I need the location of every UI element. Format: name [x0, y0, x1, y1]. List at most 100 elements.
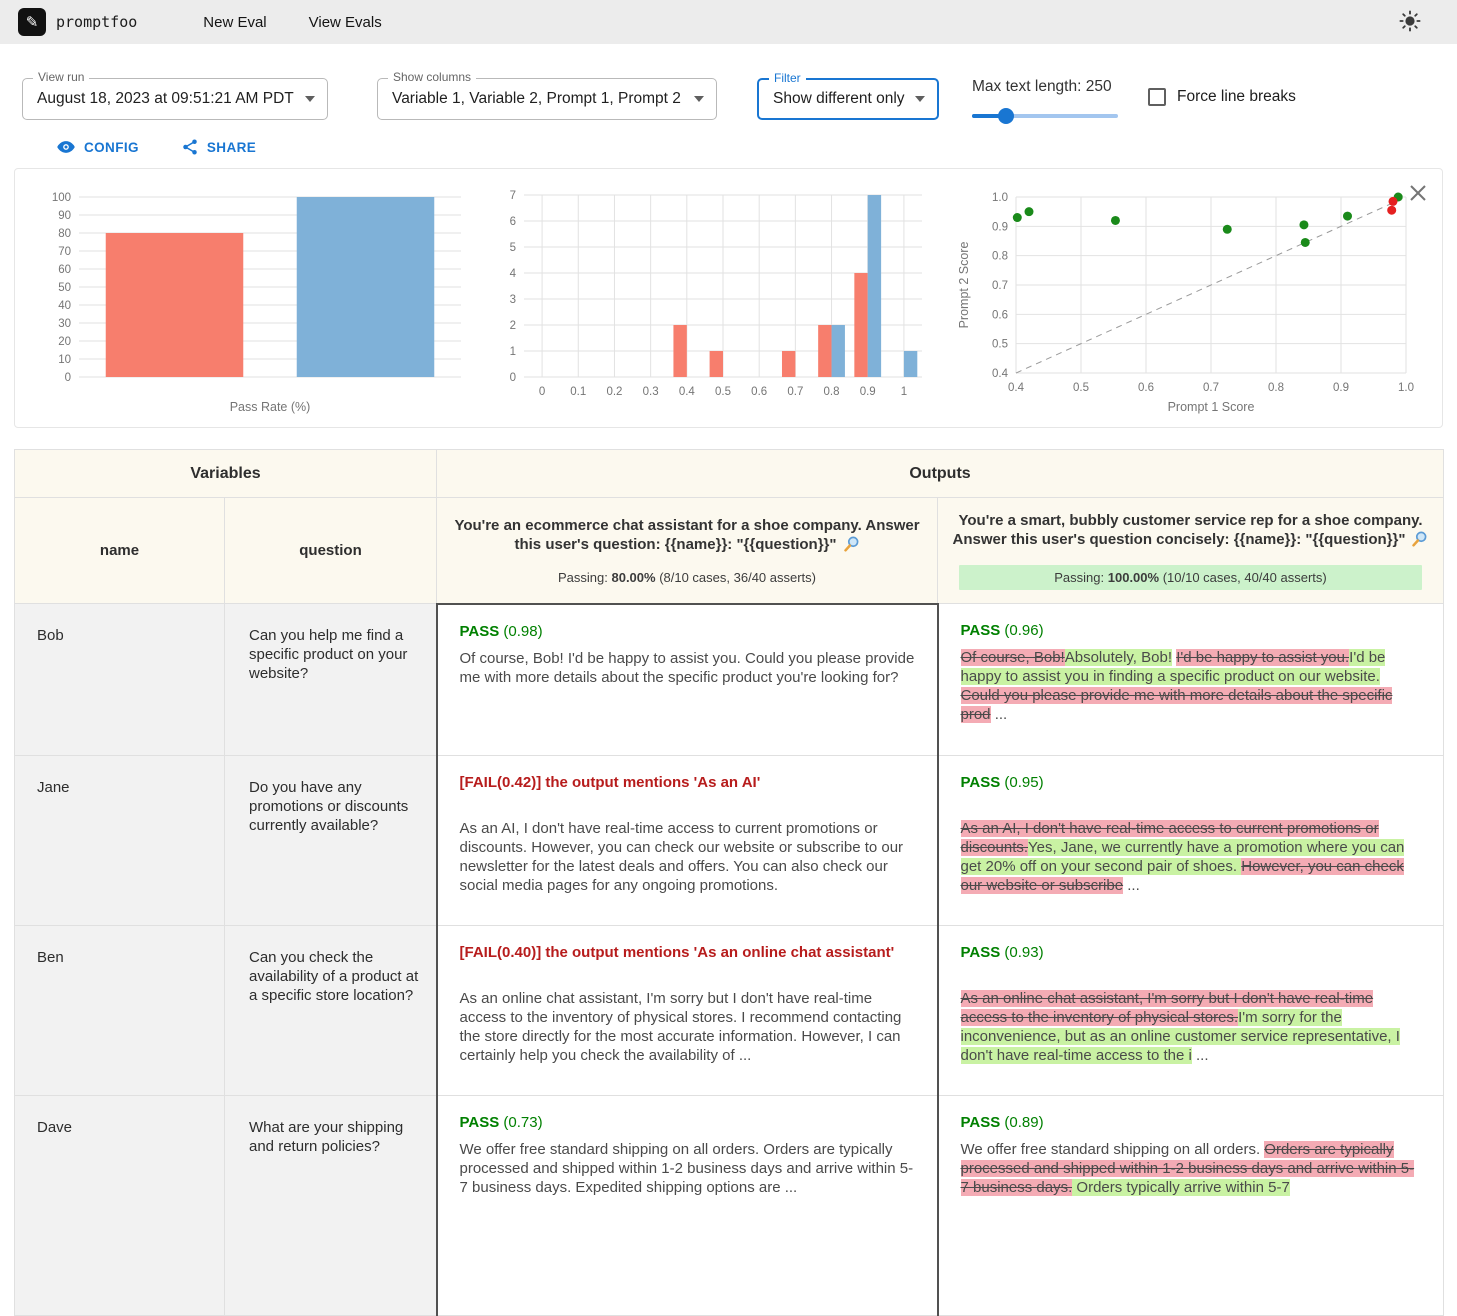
- plain-text: ...: [1123, 877, 1140, 894]
- prompt-2-text: You're a smart, bubbly customer service …: [952, 512, 1423, 548]
- chevron-down-icon: [694, 96, 704, 102]
- svg-text:80: 80: [58, 228, 71, 240]
- share-icon: [183, 139, 197, 155]
- fail-status: [FAIL(0.42)] the output mentions 'As an …: [459, 774, 761, 791]
- light-mode-toggle-button[interactable]: [1395, 6, 1425, 39]
- prompt-2-output-cell: PASS (0.95) As an AI, I don't have real-t…: [936, 755, 1445, 926]
- filter-select[interactable]: Filter Show different only: [757, 71, 939, 120]
- prompt-score-scatter-chart: 0.4 0.4 0.5 0.5 0.6 0.6 0.7 0.7 0.8 0.8 0.9 0.9 1.0 1…: [957, 192, 1414, 414]
- name-cell: Ben: [14, 925, 225, 1096]
- diff-removed-text: Of course, Bob!: [960, 649, 1065, 666]
- eye-icon: [57, 141, 75, 153]
- filter-value: Show different only: [773, 90, 905, 107]
- magnifier-icon[interactable]: [1411, 530, 1428, 552]
- controls-bar: View run August 18, 2023 at 09:51:21 AM …: [0, 44, 1457, 124]
- prompt-1-output-cell: PASS (0.73) We offer free standard shippi…: [435, 1095, 939, 1316]
- output-text: We offer free standard shipping on all o…: [460, 1140, 915, 1197]
- prompt-2-output-cell: PASS (0.96) Of course, Bob!Absolutely, Bo…: [936, 603, 1445, 756]
- show-columns-select[interactable]: Show columns Variable 1, Variable 2, Pro…: [377, 70, 717, 120]
- svg-text:Prompt 2 Score: Prompt 2 Score: [957, 242, 971, 329]
- svg-text:0.2: 0.2: [606, 386, 622, 398]
- svg-text:0.6: 0.6: [992, 309, 1008, 321]
- chevron-down-icon: [305, 96, 315, 102]
- svg-text:0: 0: [538, 386, 544, 398]
- pass-status: PASS (0.95): [960, 774, 1044, 791]
- table-row: Dave What are your shipping and return po…: [14, 1095, 1445, 1316]
- plain-text: Of course, Bob! I'd be happy to assist y…: [459, 649, 915, 686]
- column-header-prompt-2: You're a smart, bubbly customer service …: [936, 497, 1445, 604]
- svg-text:0.7: 0.7: [1203, 382, 1219, 394]
- plain-text: As an AI, I don't have real-time access …: [459, 820, 904, 894]
- question-cell: What are your shipping and return polici…: [224, 1095, 437, 1316]
- max-text-length-label: Max text length: 250: [972, 78, 1112, 95]
- pass-status: PASS (0.98): [459, 622, 543, 640]
- slider-thumb[interactable]: [997, 108, 1014, 124]
- prompt-1-output-cell: [FAIL(0.42)] the output mentions 'As an …: [435, 755, 939, 926]
- question-cell: Can you help me find a specific product …: [224, 603, 437, 756]
- plain-text: We offer free standard shipping on all o…: [459, 1141, 914, 1196]
- table-row: Jane Do you have any promotions or discou…: [14, 755, 1445, 926]
- svg-text:0.8: 0.8: [1268, 382, 1284, 394]
- prompt-1-output-cell: [FAIL(0.40)] the output mentions 'As an …: [435, 925, 939, 1096]
- view-run-label: View run: [33, 70, 90, 84]
- svg-text:4: 4: [509, 268, 516, 280]
- svg-text:50: 50: [58, 282, 71, 294]
- svg-text:0.4: 0.4: [992, 368, 1009, 380]
- svg-text:1.0: 1.0: [1398, 382, 1414, 394]
- fail-status: [FAIL(0.40)] the output mentions 'As an …: [459, 944, 895, 961]
- svg-text:0.1: 0.1: [570, 386, 586, 398]
- actions-bar: CONFIG SHARE: [0, 120, 1457, 158]
- force-line-breaks-checkbox[interactable]: [1148, 88, 1166, 106]
- svg-text:0.9: 0.9: [992, 221, 1008, 233]
- max-text-length-slider[interactable]: [972, 108, 1118, 124]
- output-text: As an online chat assistant, I'm sorry b…: [460, 989, 915, 1065]
- svg-text:1.0: 1.0: [992, 192, 1008, 204]
- svg-text:10: 10: [58, 354, 71, 366]
- svg-text:0.5: 0.5: [715, 386, 731, 398]
- svg-text:0.7: 0.7: [787, 386, 803, 398]
- brand-name[interactable]: promptfoo: [56, 13, 138, 31]
- outputs-group-header: Outputs: [435, 449, 1445, 498]
- svg-text:0.5: 0.5: [992, 339, 1008, 351]
- question-cell: Can you check the availability of a prod…: [224, 925, 437, 1096]
- magnifier-icon[interactable]: [843, 535, 860, 557]
- name-cell: Bob: [14, 603, 225, 756]
- pass-status: PASS (0.89): [960, 1114, 1044, 1131]
- column-header-name: name: [14, 497, 225, 604]
- plain-text: As an online chat assistant, I'm sorry b…: [459, 990, 902, 1064]
- chevron-down-icon: [915, 96, 925, 102]
- plain-text: We offer free standard shipping on all o…: [960, 1141, 1265, 1158]
- svg-text:0: 0: [509, 372, 515, 384]
- close-charts-button[interactable]: [1404, 179, 1432, 210]
- diff-removed-text: I'd be happy to assist you.: [1176, 649, 1350, 666]
- nav-links: New Eval View Evals: [203, 14, 381, 31]
- column-header-question: question: [224, 497, 437, 604]
- column-header-prompt-1: You're an ecommerce chat assistant for a…: [436, 497, 938, 604]
- pass-status: PASS (0.96): [960, 622, 1044, 639]
- pass-status: PASS (0.73): [459, 1114, 543, 1131]
- name-cell: Dave: [14, 1095, 225, 1316]
- svg-text:30: 30: [58, 318, 71, 330]
- max-text-length-control: Max text length: 250: [972, 78, 1118, 124]
- svg-text:0.5: 0.5: [1073, 382, 1089, 394]
- output-text: As an online chat assistant, I'm sorry b…: [960, 989, 1422, 1065]
- force-line-breaks-label: Force line breaks: [1177, 88, 1296, 105]
- diff-added-text: Absolutely, Bob!: [1064, 649, 1173, 666]
- prompt-1-text: You're an ecommerce chat assistant for a…: [454, 516, 920, 553]
- prompt-2-passing: Passing: 100.00% (10/10 cases, 40/40 ass…: [959, 565, 1422, 590]
- nav-item-view-evals[interactable]: View Evals: [308, 13, 382, 31]
- share-button[interactable]: SHARE: [175, 136, 262, 158]
- pass-rate-bar-chart: 0 10 20 30 40 50 60 70 80 90 100 Pass Rate (%): [52, 192, 461, 414]
- diff-added-text: Orders typically arrive within 5-7: [1072, 1179, 1290, 1196]
- config-button[interactable]: CONFIG: [50, 136, 145, 158]
- plain-text: ...: [990, 706, 1008, 723]
- svg-text:0: 0: [65, 372, 71, 384]
- score-histogram-chart: 0 1 2 3 4 5 6 7 0 0.1 0.2 0.3 0.4 0.5 0.6 0.7 0.8 0.9 1: [509, 190, 922, 398]
- view-run-select[interactable]: View run August 18, 2023 at 09:51:21 AM …: [22, 70, 328, 120]
- nav-item-new-eval[interactable]: New Eval: [203, 13, 267, 31]
- prompt-1-passing: Passing: 80.00% (8/10 cases, 36/40 asser…: [558, 569, 816, 585]
- svg-text:0.6: 0.6: [751, 386, 767, 398]
- question-cell: Do you have any promotions or discounts …: [224, 755, 437, 926]
- show-columns-label: Show columns: [388, 70, 477, 84]
- svg-text:2: 2: [509, 320, 515, 332]
